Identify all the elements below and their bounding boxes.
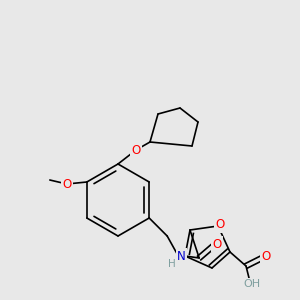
Text: N: N xyxy=(177,250,186,262)
Text: O: O xyxy=(261,250,271,262)
Text: H: H xyxy=(168,259,176,269)
Text: O: O xyxy=(131,143,141,157)
Text: O: O xyxy=(62,178,71,190)
Text: O: O xyxy=(62,178,71,190)
Text: O: O xyxy=(215,218,225,232)
Text: OH: OH xyxy=(243,279,261,289)
Text: O: O xyxy=(213,238,222,250)
